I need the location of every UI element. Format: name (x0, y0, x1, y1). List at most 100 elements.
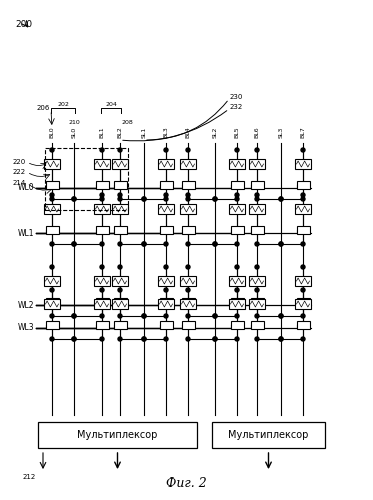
Circle shape (118, 197, 122, 201)
Circle shape (186, 148, 190, 152)
Circle shape (213, 314, 217, 318)
Circle shape (164, 197, 168, 201)
Circle shape (50, 288, 54, 292)
Bar (212, 422, 325, 448)
Circle shape (100, 265, 104, 269)
Circle shape (118, 193, 122, 197)
Circle shape (164, 265, 168, 269)
Circle shape (164, 288, 168, 292)
Bar (112, 276, 128, 286)
Text: BL2: BL2 (117, 126, 122, 138)
Circle shape (301, 314, 305, 318)
Bar (46, 321, 59, 329)
Circle shape (72, 337, 76, 341)
Text: 222: 222 (13, 169, 26, 175)
Bar (231, 321, 244, 329)
Circle shape (72, 197, 76, 201)
Bar (297, 321, 310, 329)
Text: Мультиплексор: Мультиплексор (228, 430, 309, 440)
Circle shape (186, 337, 190, 341)
Circle shape (186, 265, 190, 269)
Bar (38, 422, 197, 448)
Text: BL4: BL4 (185, 126, 191, 138)
Bar (231, 226, 244, 234)
Text: Фиг. 2: Фиг. 2 (166, 477, 206, 490)
Circle shape (301, 193, 305, 197)
Circle shape (235, 288, 239, 292)
Circle shape (279, 337, 283, 341)
Circle shape (72, 314, 76, 318)
Circle shape (235, 197, 239, 201)
Bar (94, 204, 110, 214)
Bar (46, 181, 59, 189)
Circle shape (50, 314, 54, 318)
Circle shape (279, 314, 283, 318)
Circle shape (255, 265, 259, 269)
Circle shape (50, 265, 54, 269)
Circle shape (142, 242, 146, 246)
Circle shape (186, 242, 190, 246)
Bar (44, 299, 60, 309)
Circle shape (213, 242, 217, 246)
Circle shape (118, 265, 122, 269)
Bar (180, 159, 196, 169)
Circle shape (235, 193, 239, 197)
Bar (182, 321, 194, 329)
Bar (180, 299, 196, 309)
Circle shape (100, 337, 104, 341)
Circle shape (118, 314, 122, 318)
Bar (158, 299, 174, 309)
Bar (112, 299, 128, 309)
Circle shape (72, 242, 76, 246)
Circle shape (255, 314, 259, 318)
Bar (182, 298, 194, 306)
Text: 204: 204 (105, 102, 117, 107)
Bar (94, 276, 110, 286)
Bar (182, 181, 194, 189)
Bar (251, 298, 263, 306)
Text: BL5: BL5 (235, 126, 239, 138)
Circle shape (279, 197, 283, 201)
Circle shape (50, 193, 54, 197)
Bar (113, 321, 126, 329)
Bar (113, 226, 126, 234)
Bar (113, 298, 126, 306)
Bar (95, 321, 109, 329)
Bar (158, 276, 174, 286)
Text: 206: 206 (37, 105, 50, 111)
Circle shape (279, 337, 283, 341)
Bar (295, 159, 311, 169)
Bar (160, 298, 172, 306)
Bar (231, 298, 244, 306)
Circle shape (186, 193, 190, 197)
Circle shape (142, 314, 146, 318)
Circle shape (50, 197, 54, 201)
Bar (95, 298, 109, 306)
Text: WL3: WL3 (18, 324, 34, 332)
Circle shape (255, 288, 259, 292)
Circle shape (100, 197, 104, 201)
Circle shape (118, 148, 122, 152)
Circle shape (142, 242, 146, 246)
Bar (297, 298, 310, 306)
Circle shape (118, 337, 122, 341)
Circle shape (50, 337, 54, 341)
Bar (45, 148, 128, 210)
Circle shape (213, 314, 217, 318)
Bar (94, 299, 110, 309)
Circle shape (235, 265, 239, 269)
Circle shape (72, 337, 76, 341)
Text: 200: 200 (15, 20, 32, 29)
Bar (251, 181, 263, 189)
Text: 202: 202 (57, 102, 69, 107)
Circle shape (255, 197, 259, 201)
Circle shape (50, 242, 54, 246)
Text: BL6: BL6 (254, 126, 260, 138)
Circle shape (235, 337, 239, 341)
Circle shape (186, 197, 190, 201)
Bar (44, 276, 60, 286)
Text: Мультиплексор: Мультиплексор (77, 430, 158, 440)
Bar (297, 226, 310, 234)
Bar (249, 299, 265, 309)
Text: 214: 214 (13, 180, 26, 186)
